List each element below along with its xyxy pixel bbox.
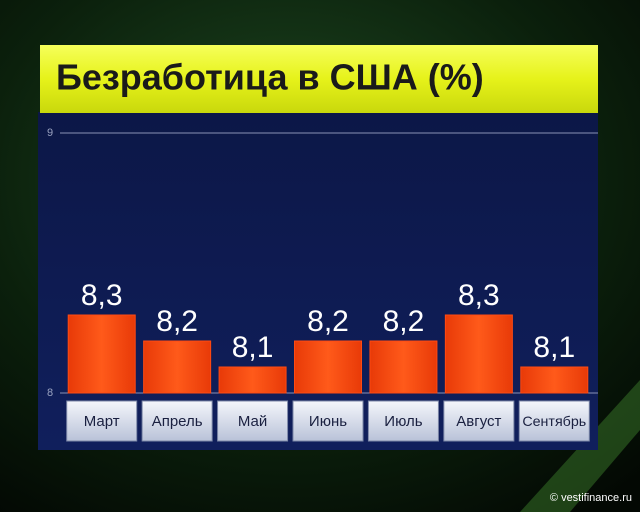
- chart-title: Безработица в США (%): [56, 57, 484, 98]
- value-label: 8,1: [232, 331, 274, 364]
- value-label: 8,1: [533, 331, 575, 364]
- bar: [294, 340, 362, 394]
- y-tick-label: 8: [47, 387, 53, 399]
- value-label: 8,3: [458, 279, 500, 312]
- bar: [520, 366, 589, 394]
- x-tick-label: Апрель: [152, 413, 203, 430]
- x-tick-label: Май: [238, 413, 267, 430]
- title-box: [40, 45, 598, 113]
- plot-panel: [38, 112, 598, 450]
- x-tick-label: Март: [84, 413, 120, 430]
- value-label: 8,3: [81, 279, 123, 312]
- value-label: 8,2: [307, 305, 349, 338]
- watermark: © vestifinance.ru: [550, 492, 632, 504]
- x-tick-label: Сентябрь: [522, 414, 586, 430]
- category-box: [292, 400, 364, 442]
- bar: [67, 314, 136, 394]
- x-tick-label: Июнь: [309, 413, 347, 430]
- category-box: [518, 400, 590, 442]
- bar: [218, 366, 287, 394]
- bar: [444, 314, 513, 394]
- category-box: [367, 400, 439, 442]
- y-tick-label: 9: [47, 127, 53, 139]
- value-label: 8,2: [383, 305, 425, 338]
- value-label: 8,2: [156, 305, 198, 338]
- category-box: [443, 400, 515, 442]
- bar: [143, 340, 212, 394]
- category-box: [141, 400, 213, 442]
- category-box: [66, 400, 138, 442]
- bar: [369, 340, 438, 394]
- x-tick-label: Июль: [384, 413, 422, 430]
- x-tick-label: Август: [456, 413, 501, 430]
- category-box: [217, 400, 289, 442]
